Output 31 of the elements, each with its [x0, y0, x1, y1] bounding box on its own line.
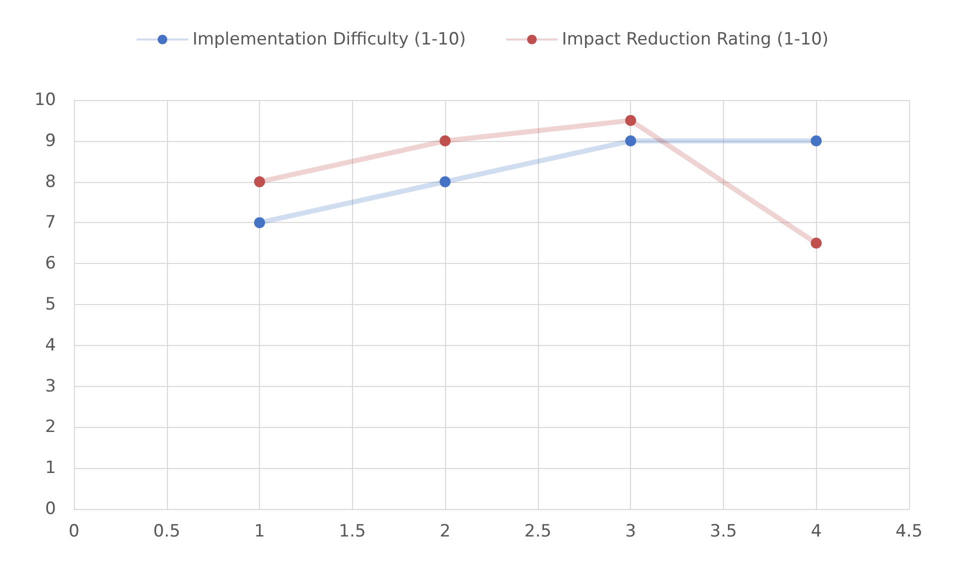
- y-tick-label: 7: [45, 212, 56, 233]
- y-tick-label: 5: [45, 294, 56, 314]
- x-tick-label: 4: [810, 522, 822, 542]
- x-tick-label: 3.5: [710, 522, 737, 542]
- x-tick-label: 1: [254, 522, 265, 542]
- point: [625, 135, 636, 146]
- legend-label: Implementation Difficulty (1-10): [192, 30, 466, 50]
- x-tick-label: 4.5: [895, 522, 923, 542]
- y-tick-label: 9: [45, 130, 56, 151]
- point: [440, 176, 451, 188]
- x-tick-label: 1.5: [338, 522, 366, 542]
- y-tick-label: 8: [45, 172, 56, 192]
- point: [810, 135, 822, 146]
- y-tick-label: 10: [34, 90, 56, 110]
- x-tick-label: 2: [440, 522, 451, 542]
- point: [254, 176, 266, 188]
- x-tick-label: 2.5: [524, 522, 552, 542]
- y-tick-label: 4: [45, 335, 56, 356]
- point: [625, 114, 636, 126]
- legend-label: Impact Reduction Rating (1-10): [562, 30, 829, 50]
- y-tick-label: 2: [45, 417, 56, 438]
- y-tick-label: 1: [45, 458, 56, 478]
- y-tick-label: 0: [45, 499, 56, 519]
- x-tick-label: 0: [68, 522, 80, 542]
- x-tick-label: 0.5: [153, 522, 180, 542]
- y-tick-label: 3: [45, 376, 56, 396]
- point: [254, 217, 266, 228]
- point: [810, 238, 822, 249]
- y-tick-label: 6: [45, 254, 56, 274]
- x-tick-label: 3: [625, 522, 636, 542]
- point: [440, 135, 451, 146]
